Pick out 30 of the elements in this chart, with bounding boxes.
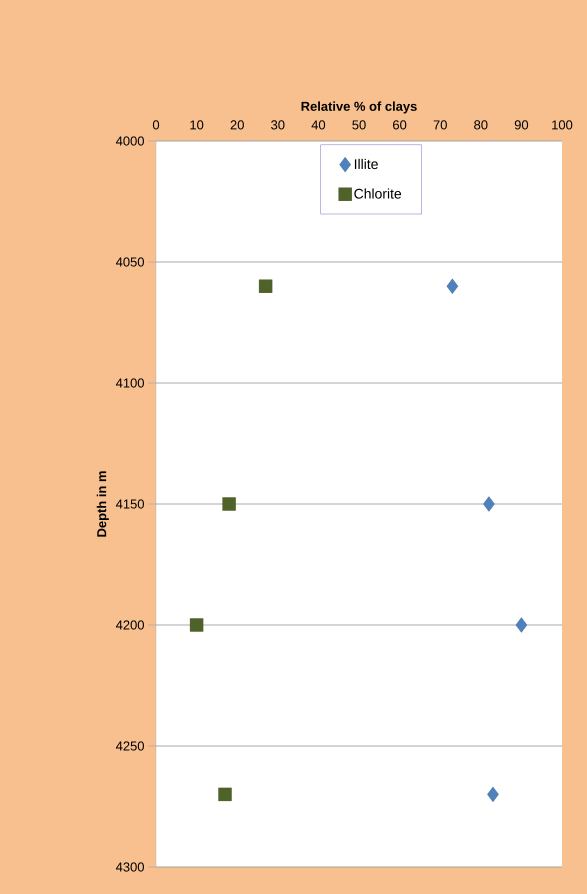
x-tick-label: 80	[474, 120, 488, 130]
y-tick-label: 4000	[116, 136, 144, 146]
y-tick-label: 4150	[116, 499, 144, 509]
point	[446, 278, 458, 294]
y-axis-title: Depth in m	[96, 471, 109, 537]
x-axis-title: Relative % of clays	[302, 101, 417, 114]
x-tick-label: 10	[190, 120, 204, 130]
x-tick-label: 20	[230, 120, 244, 130]
legend-label: Chlorite	[354, 188, 402, 199]
x-tick-label: 70	[434, 120, 447, 130]
x-tick-label: 0	[152, 120, 160, 130]
y-tick-label: 4300	[116, 862, 144, 872]
x-tick-label: 100	[552, 120, 572, 130]
x-tick-label: 60	[393, 120, 406, 130]
y-tick-label: 4200	[116, 620, 144, 630]
y-tick-label: 4050	[116, 257, 144, 267]
point	[218, 788, 232, 802]
x-tick-label: 30	[271, 120, 284, 130]
point	[516, 617, 528, 633]
x-tick-label: 50	[352, 120, 366, 130]
point	[258, 280, 272, 293]
y-tick-label: 4250	[116, 741, 144, 751]
point	[222, 497, 236, 511]
point	[487, 786, 499, 802]
y-tick-label: 4100	[116, 378, 144, 388]
point	[190, 618, 204, 632]
x-tick-label: 90	[514, 120, 528, 130]
point	[483, 496, 495, 512]
legend-label: Illite	[354, 158, 378, 170]
x-tick-label: 40	[311, 120, 326, 130]
